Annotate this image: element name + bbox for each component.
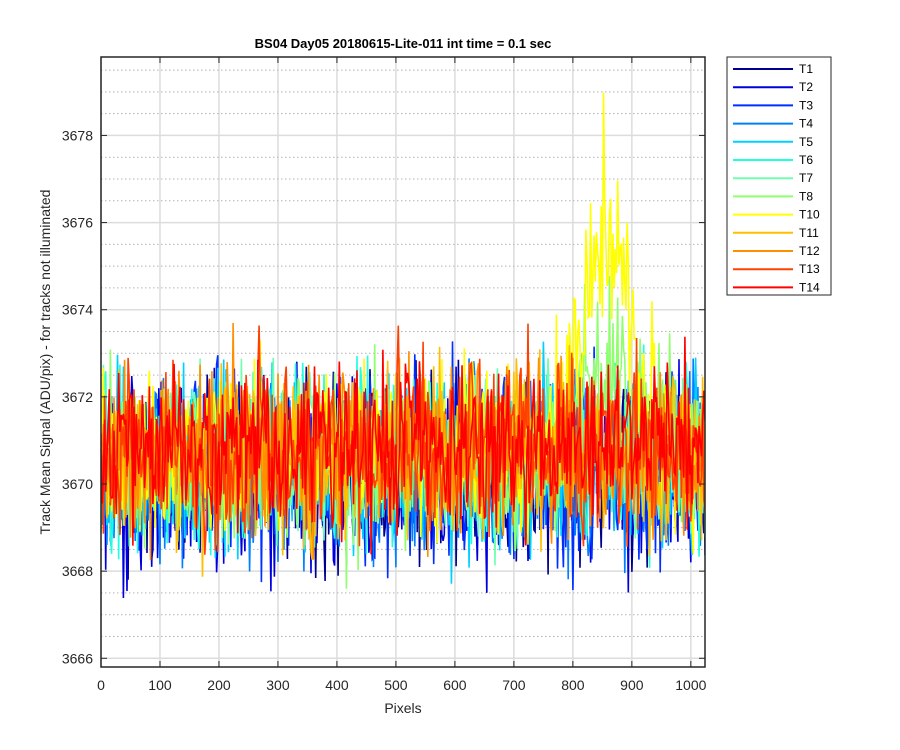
x-axis-label: Pixels <box>384 700 421 716</box>
legend-label-t8: T8 <box>799 189 813 203</box>
legend-label-t13: T13 <box>799 262 820 276</box>
legend-label-t10: T10 <box>799 208 820 222</box>
legend: T1 T2 T3 T4 T5 T6 T7 T8 T10 T11 T12 T13 T14 <box>726 56 832 296</box>
series-layer <box>101 92 705 599</box>
y-tick-label: 3672 <box>62 389 93 405</box>
legend-label-t2: T2 <box>799 80 813 94</box>
x-ticks: 0 100 200 300 400 500 600 700 800 900 1000 <box>97 57 707 693</box>
y-axis-label: Track Mean Signal (ADU/pix) - for tracks… <box>37 190 53 535</box>
x-tick-label: 200 <box>207 677 231 693</box>
y-tick-label: 3678 <box>62 127 93 143</box>
x-tick-label: 1000 <box>675 677 706 693</box>
x-tick-label: 500 <box>384 677 408 693</box>
y-tick-label: 3674 <box>62 302 93 318</box>
grid-layer <box>100 57 705 667</box>
chart-title: BS04 Day05 20180615-Lite-011 int time = … <box>255 36 552 51</box>
series-line-t14 <box>101 336 705 555</box>
y-ticks: 3666 3668 3670 3672 3674 3676 3678 <box>62 127 705 666</box>
x-tick-label: 100 <box>148 677 172 693</box>
legend-box <box>726 56 832 296</box>
x-tick-label: 700 <box>502 677 526 693</box>
x-tick-label: 600 <box>443 677 467 693</box>
legend-label-t12: T12 <box>799 244 820 258</box>
y-tick-label: 3670 <box>62 476 93 492</box>
x-tick-label: 400 <box>325 677 349 693</box>
legend-label-t6: T6 <box>799 153 813 167</box>
legend-label-t5: T5 <box>799 135 813 149</box>
legend-label-t7: T7 <box>799 171 813 185</box>
x-tick-label: 800 <box>561 677 585 693</box>
x-tick-label: 300 <box>266 677 290 693</box>
plot-area-frame <box>100 56 706 668</box>
legend-items: T1 T2 T3 T4 T5 T6 T7 T8 T10 T11 T12 T13 T14 <box>733 62 820 294</box>
legend-label-t1: T1 <box>799 62 813 76</box>
y-tick-label: 3676 <box>62 215 93 231</box>
x-tick-label: 900 <box>620 677 644 693</box>
x-tick-label: 0 <box>97 677 105 693</box>
legend-label-t14: T14 <box>799 280 820 294</box>
y-tick-label: 3666 <box>62 650 93 666</box>
legend-label-t11: T11 <box>799 226 819 240</box>
y-tick-label: 3668 <box>62 563 93 579</box>
legend-label-t3: T3 <box>799 98 813 112</box>
legend-label-t4: T4 <box>799 117 813 131</box>
